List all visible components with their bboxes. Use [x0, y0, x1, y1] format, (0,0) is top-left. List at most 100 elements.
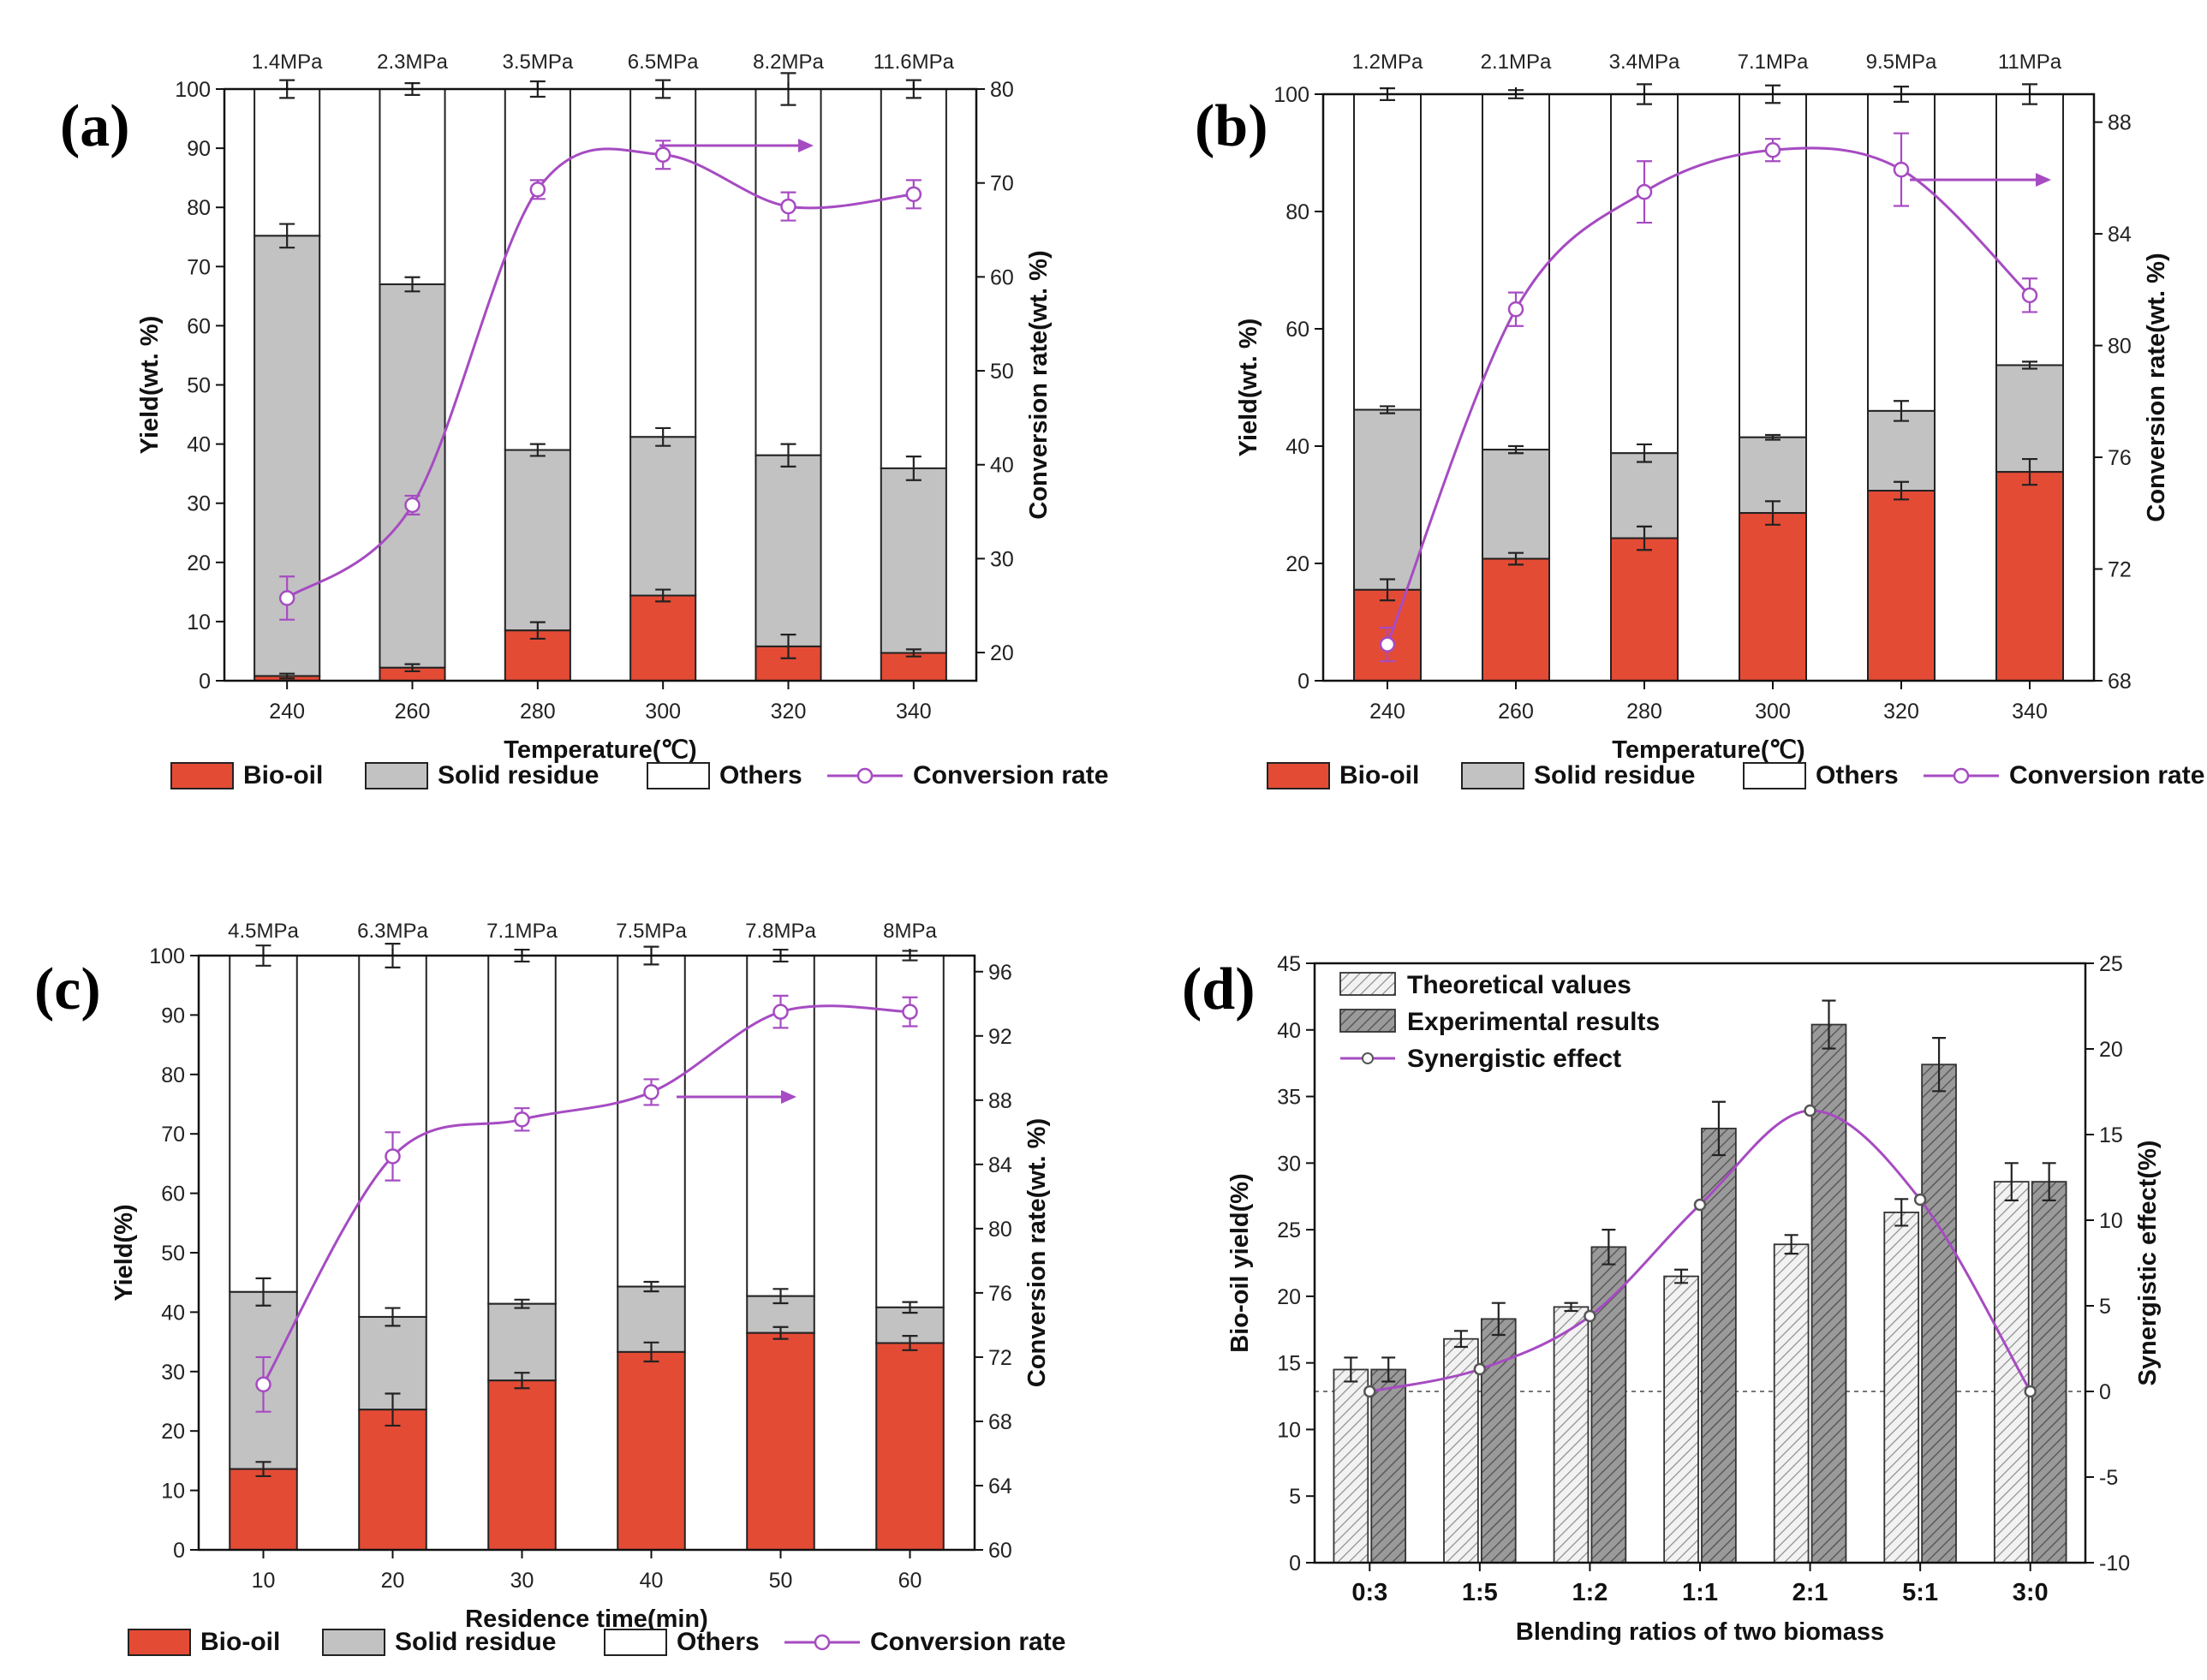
x-tick-label-40: 40 [640, 1569, 664, 1593]
legend-label-2: Others [677, 1628, 760, 1656]
y2-tick-label: 80 [988, 1218, 1012, 1242]
legend-label-0: Bio-oil [200, 1628, 280, 1656]
x-tick-label-0:3: 0:3 [1351, 1579, 1387, 1606]
pressure-label-1: 6.3MPa [357, 920, 428, 943]
legend: Bio-oil Solid residue Others Conversion rat… [1267, 761, 2204, 789]
y2-tick-label: 0 [2099, 1380, 2111, 1404]
pressure-label-2: 7.1MPa [486, 920, 558, 943]
y-tick-label: 90 [161, 1004, 185, 1028]
bar-bio-oil-60 [875, 1342, 945, 1552]
pressure-label-4: 7.8MPa [745, 920, 816, 943]
bar-bio-oil-260 [1482, 557, 1550, 682]
y2-tick-label: 20 [990, 641, 1014, 665]
bar-solid-residue-300 [629, 436, 697, 597]
pressure-label-1: 2.3MPa [377, 51, 448, 74]
legend-label-2: Others [1816, 761, 1899, 789]
bar-others-280 [1610, 93, 1679, 455]
y2-tick-label: 50 [990, 360, 1014, 384]
y-tick-label: 35 [1277, 1086, 1301, 1110]
x-tick-label-5:1: 5:1 [1902, 1579, 1938, 1606]
y2-tick-label: 60 [990, 265, 1014, 289]
panel-label: (d) [1182, 956, 1256, 1022]
legend-label-1: Solid residue [438, 761, 599, 789]
x-tick-label-300: 300 [645, 700, 681, 724]
x-tick-label-260: 260 [395, 700, 431, 724]
y-tick-label: 0 [199, 670, 211, 694]
y2-tick-label: 10 [2099, 1209, 2123, 1233]
y-axis-title: Bio-oil yield(%) [1226, 1173, 1254, 1352]
bar-experimental-1:5 [1480, 1318, 1517, 1564]
y-tick-label: 60 [187, 314, 211, 338]
y-tick-label: 30 [161, 1361, 185, 1385]
bar-solid-residue-320 [1867, 409, 1936, 492]
panel-label: (c) [34, 956, 101, 1022]
line-point-1:1 [1693, 1198, 1707, 1212]
line-point-240 [278, 590, 295, 606]
y2-axis-title: Conversion rate(wt. %) [1023, 1118, 1051, 1387]
y-tick-label: 20 [1285, 552, 1309, 576]
y2-tick-label: 84 [988, 1153, 1012, 1177]
bar-bio-oil-50 [746, 1331, 815, 1551]
y-tick-label: 60 [1285, 318, 1309, 342]
x-tick-label-3:0: 3:0 [2013, 1579, 2049, 1606]
bar-solid-residue-30 [487, 1302, 557, 1382]
bar-others-260 [379, 88, 446, 286]
line-point-50 [772, 1004, 789, 1020]
y-tick-label: 70 [187, 255, 211, 279]
x-tick-label-30: 30 [510, 1569, 534, 1593]
y-tick-label: 80 [187, 196, 211, 220]
legend-swatch-1 [365, 762, 428, 789]
x-tick-label-1:2: 1:2 [1572, 1579, 1608, 1606]
y2-tick-label: -5 [2099, 1466, 2118, 1490]
y-tick-label: 80 [161, 1063, 185, 1087]
pressure-label-0: 1.4MPa [252, 51, 323, 74]
y2-tick-label: 25 [2099, 952, 2123, 976]
legend-line-marker [814, 1634, 831, 1651]
x-tick-label-300: 300 [1755, 700, 1791, 724]
line-point-340 [2021, 287, 2038, 304]
y-tick-label: 10 [187, 611, 211, 634]
x-tick-label-10: 10 [252, 1569, 276, 1593]
bar-solid-residue-260 [1482, 449, 1550, 560]
legend-label-3: Conversion rate [2009, 761, 2204, 789]
y-axis-title: Yield(wt. %) [1235, 319, 1262, 457]
bar-experimental-3:0 [2031, 1181, 2067, 1564]
y2-tick-label: 72 [988, 1346, 1012, 1370]
x-tick-label-2:1: 2:1 [1792, 1579, 1828, 1606]
legend-label-1: Solid residue [395, 1628, 556, 1656]
legend-label-0: Bio-oil [1339, 761, 1419, 789]
bar-others-340 [880, 88, 947, 469]
y-tick-label: 10 [1277, 1418, 1301, 1442]
plot-frame [1321, 92, 2096, 682]
legend-label-3: Conversion rate [870, 1628, 1065, 1656]
pressure-label-0: 1.2MPa [1352, 51, 1423, 74]
x-axis-title: Temperature(℃) [504, 736, 696, 764]
y-tick-label: 45 [1277, 952, 1301, 976]
y-tick-label: 50 [161, 1242, 185, 1266]
legend-label-synergistic: Synergistic effect [1407, 1045, 1621, 1073]
y-tick-label: 100 [175, 78, 211, 102]
y2-tick-label: 15 [2099, 1123, 2123, 1147]
pressure-label-2: 3.4MPa [1609, 51, 1680, 74]
pressure-label-2: 3.5MPa [502, 51, 573, 74]
x-tick-label-1:5: 1:5 [1462, 1579, 1498, 1606]
y2-tick-label: 70 [990, 172, 1014, 196]
y-axis-title: Yield(wt. %) [136, 316, 164, 455]
pressure-label-4: 8.2MPa [753, 51, 824, 74]
pressure-label-4: 9.5MPa [1866, 51, 1937, 74]
bar-solid-residue-340 [880, 467, 947, 654]
bar-experimental-1:2 [1590, 1246, 1627, 1564]
x-axis-title: Blending ratios of two biomass [1516, 1618, 1884, 1646]
y-tick-label: 40 [161, 1301, 185, 1325]
bar-bio-oil-300 [629, 594, 697, 682]
y2-tick-label: 96 [988, 961, 1012, 985]
axis-arrow-head [798, 139, 814, 152]
chart-panel-a: (a) 0 10 20 30 40 50 60 70 80 90 100 20 30 40 50 60 70 80 2… [60, 51, 1108, 789]
pressure-label-5: 8MPa [883, 920, 937, 943]
y-tick-label: 100 [1273, 83, 1309, 107]
legend-swatch-2 [1743, 762, 1806, 789]
y-tick-label: 10 [161, 1480, 185, 1504]
bar-others-10 [229, 955, 298, 1293]
x-tick-label-20: 20 [381, 1569, 405, 1593]
